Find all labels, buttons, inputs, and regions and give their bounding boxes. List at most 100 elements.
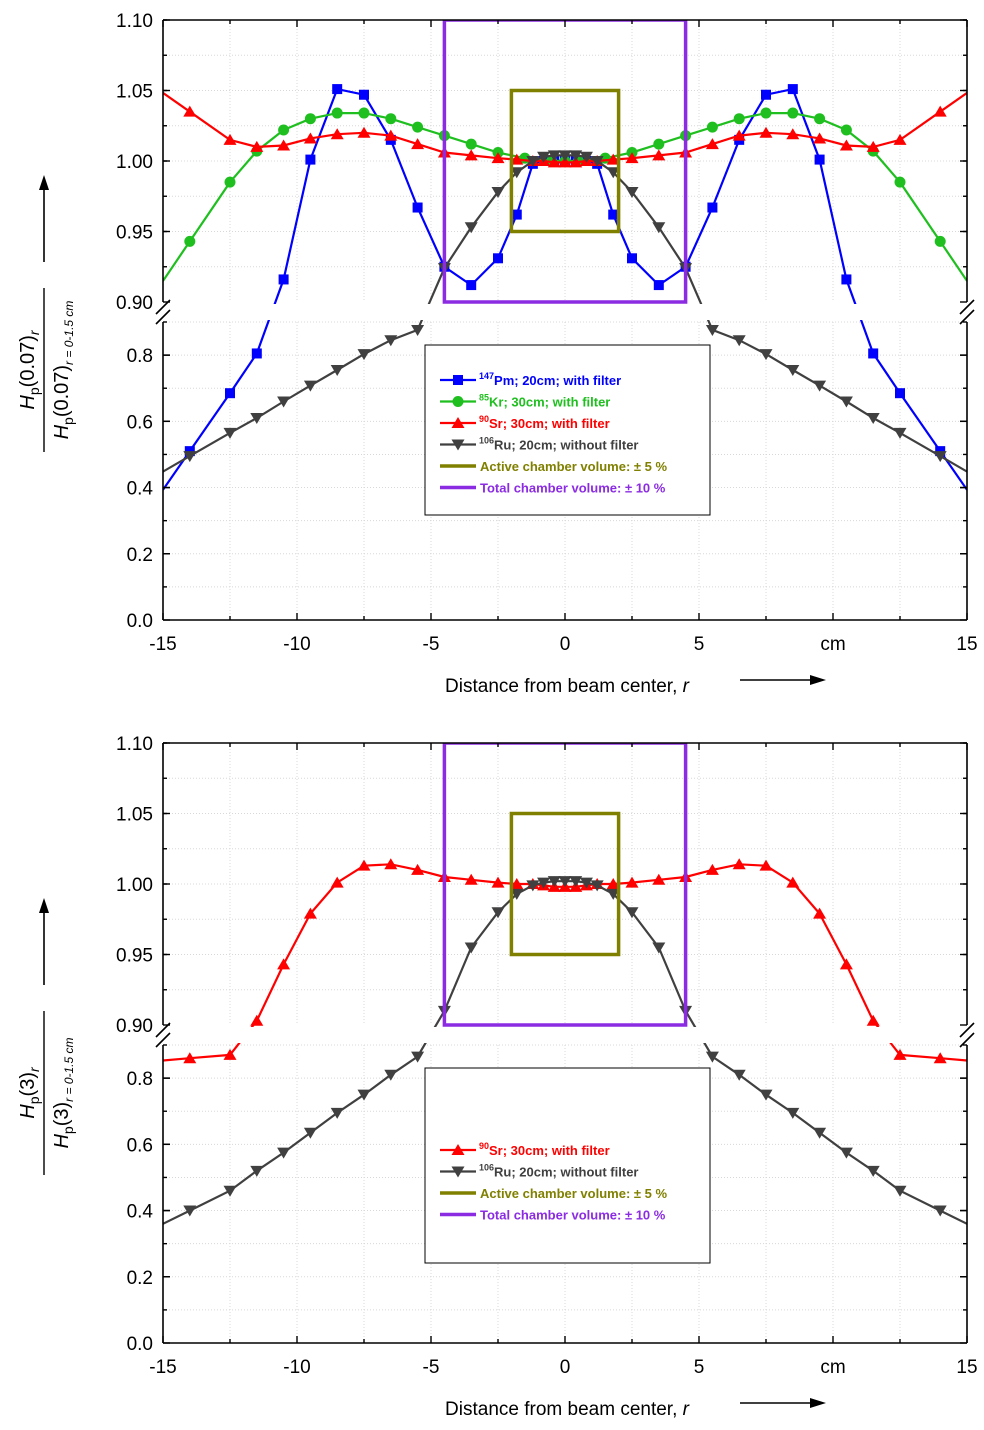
y-tick-label: 1.05 [116,82,153,103]
data-point [786,1107,800,1119]
y-tick-label: 0.4 [127,479,154,500]
data-point [183,1205,197,1217]
data-point [547,156,561,168]
data-point [357,1089,371,1101]
y-label-denominator: Hp(3)r = 0-1.5 cm [51,1037,76,1148]
y-tick-label: 1.10 [116,11,153,32]
data-point [839,1147,853,1159]
data-point [491,152,505,164]
data-point [786,876,800,888]
data-point [223,133,237,145]
data-point [579,151,593,163]
data-point [224,176,236,188]
data-point [183,105,197,117]
plot-area [163,20,967,491]
data-point [786,365,800,377]
data-point [934,235,946,247]
legend-marker [451,1166,465,1178]
data-point [303,132,317,144]
data-point [250,1165,264,1177]
data-point [411,1051,425,1063]
data-point [510,153,524,165]
legend-label: Active chamber volume: ± 5 % [480,459,667,474]
data-point [250,413,264,425]
data-point [411,324,425,336]
data-point [223,1185,237,1197]
data-point [277,396,291,408]
data-point [933,105,947,117]
legend-label: Total chamber volume: ± 10 % [480,481,666,496]
data-point [464,942,478,954]
x-tick-label: -15 [149,1357,176,1378]
data-point [759,1089,773,1101]
legend-label: 90Sr; 30cm; with filter [479,414,610,431]
legend-marker [451,417,465,428]
data-point [464,222,478,234]
data-point [814,113,826,125]
data-point [933,1052,947,1064]
data-point [840,124,852,136]
data-point [893,1048,907,1060]
legend-marker [451,1144,465,1155]
y-axis-arrow-head [39,175,49,190]
y-axis-label: Hp(0.07)r Hp(0.07)r = 0-1.5 cm [17,288,76,452]
data-point [278,124,290,136]
data-point [331,107,343,119]
data-point [558,150,572,162]
chart-panel-1: -15 -10 -5 0 5 15 cm 0.0 0.2 0.4 0.6 0.8 0.90 0.95 1.0… [0,11,984,697]
data-point [526,156,540,167]
data-point [652,222,666,234]
series-sr-1 [163,91,967,168]
y-label-numerator: Hp(3)r [17,1066,42,1119]
total-chamber-rect [442,20,688,304]
data-point [464,873,478,885]
plot-area [163,743,967,1225]
legend-label: Total chamber volume: ± 10 % [480,1208,666,1223]
data-point [330,1107,344,1119]
axis-break-mark [959,1032,975,1048]
y-tick-label: 1.10 [116,734,153,755]
data-point [384,1069,398,1081]
data-point [653,138,665,150]
data-point [705,1051,719,1063]
legend-label: 85Kr; 30cm; with filter [479,393,610,410]
data-point [839,958,853,970]
data-point [787,107,799,119]
data-point [606,167,620,179]
data-point [893,427,907,439]
data-point [184,235,196,247]
x-tick-label: 15 [956,1357,977,1378]
data-point [569,876,583,888]
data-point [250,1014,264,1026]
data-point [250,140,264,152]
data-point [569,156,583,168]
data-point [558,876,572,888]
data-point [653,280,664,291]
series-ru-2 [163,876,967,1225]
data-point [893,133,907,145]
x-tick-label: -10 [283,634,310,655]
data-point [866,140,880,152]
data-point [813,132,827,144]
x-unit-label: cm [820,1357,845,1378]
data-point [277,958,291,970]
data-point [183,1052,197,1064]
data-point [558,156,572,168]
data-point [510,888,524,900]
data-point [732,129,746,141]
data-point [330,128,344,140]
axis-break-mark [155,309,171,325]
data-point [759,349,773,361]
y-tick-label: 0.8 [127,1069,153,1090]
data-point [537,877,551,889]
data-point [357,349,371,361]
data-point [304,113,316,125]
data-point [933,451,947,463]
y-tick-label: 0.2 [127,545,153,566]
data-point [841,274,852,285]
data-point [225,388,235,399]
data-point [278,274,289,285]
y-axis-label: Hp(3)r Hp(3)r = 0-1.5 cm [17,1011,76,1175]
x-tick-label: 5 [694,1357,705,1378]
